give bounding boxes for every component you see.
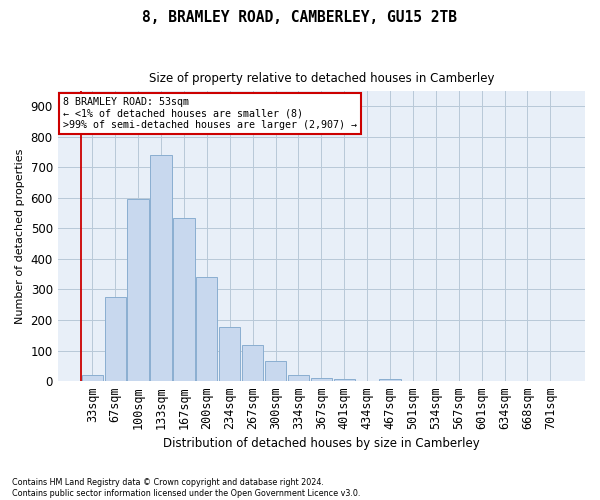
Bar <box>151 155 172 381</box>
Bar <box>265 361 286 381</box>
X-axis label: Distribution of detached houses by size in Camberley: Distribution of detached houses by size … <box>163 437 480 450</box>
Bar <box>242 345 263 381</box>
Bar <box>288 375 309 381</box>
Y-axis label: Number of detached properties: Number of detached properties <box>15 148 25 324</box>
Text: Contains HM Land Registry data © Crown copyright and database right 2024.
Contai: Contains HM Land Registry data © Crown c… <box>12 478 361 498</box>
Bar <box>219 326 241 381</box>
Text: 8, BRAMLEY ROAD, CAMBERLEY, GU15 2TB: 8, BRAMLEY ROAD, CAMBERLEY, GU15 2TB <box>143 10 458 25</box>
Bar <box>196 277 217 381</box>
Bar <box>173 218 194 381</box>
Title: Size of property relative to detached houses in Camberley: Size of property relative to detached ho… <box>149 72 494 86</box>
Bar <box>104 297 126 381</box>
Bar <box>379 378 401 381</box>
Bar <box>82 375 103 381</box>
Bar <box>127 200 149 381</box>
Bar <box>334 378 355 381</box>
Bar <box>311 378 332 381</box>
Text: 8 BRAMLEY ROAD: 53sqm
← <1% of detached houses are smaller (8)
>99% of semi-deta: 8 BRAMLEY ROAD: 53sqm ← <1% of detached … <box>63 96 357 130</box>
